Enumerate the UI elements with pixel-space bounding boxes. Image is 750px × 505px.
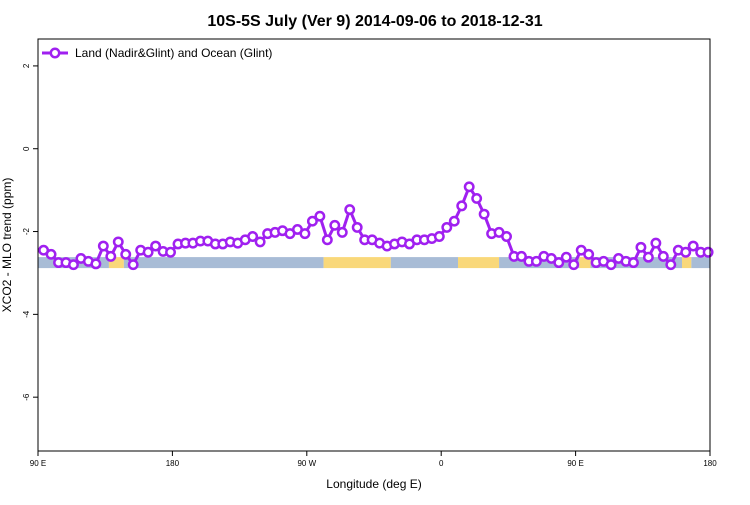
data-point xyxy=(433,231,445,242)
data-point xyxy=(478,208,490,220)
data-point xyxy=(97,240,109,252)
data-point xyxy=(583,248,595,260)
data-point xyxy=(142,246,154,258)
band-segment-ocean xyxy=(123,257,324,269)
data-point xyxy=(150,240,162,252)
data-point xyxy=(314,210,326,222)
data-point xyxy=(568,259,580,271)
data-point xyxy=(501,231,512,242)
data-point xyxy=(120,248,132,260)
data-point xyxy=(321,234,333,246)
data-point xyxy=(306,215,318,227)
data-point xyxy=(605,259,617,271)
data-point xyxy=(165,246,176,258)
data-point xyxy=(344,204,356,216)
data-point xyxy=(471,192,483,204)
data-point xyxy=(336,226,348,238)
y-tick-label: 2 xyxy=(22,63,31,68)
data-point xyxy=(254,236,266,248)
x-tick-label: 0 xyxy=(439,459,444,468)
legend-label: Land (Nadir&Glint) and Ocean (Glint) xyxy=(75,46,272,60)
data-point xyxy=(530,255,542,267)
data-point xyxy=(441,221,453,233)
data-point xyxy=(628,257,639,269)
legend-marker-icon xyxy=(49,47,61,59)
chart-title: 10S-5S July (Ver 9) 2014-09-06 to 2018-1… xyxy=(207,13,542,30)
y-tick-label: -4 xyxy=(22,310,31,318)
data-point xyxy=(448,215,460,227)
data-point xyxy=(635,241,647,253)
data-point xyxy=(90,258,102,270)
band-segment-ocean xyxy=(691,257,710,269)
band-segment-land xyxy=(458,257,500,269)
band-segment-land xyxy=(108,257,124,269)
data-point xyxy=(642,251,654,263)
x-axis-ticks: 90 E 180 90 W 0 90 E 180 xyxy=(30,451,717,468)
y-tick-label: -2 xyxy=(22,227,31,235)
band-segment-land xyxy=(579,257,591,269)
y-tick-label: -6 xyxy=(22,393,31,401)
plot-frame xyxy=(37,38,711,452)
band-segment-land xyxy=(682,257,692,269)
data-point xyxy=(329,219,341,231)
data-point xyxy=(45,248,57,260)
data-point xyxy=(560,251,572,263)
x-tick-label: 180 xyxy=(703,459,717,468)
data-point xyxy=(516,250,527,262)
data-point xyxy=(687,240,699,252)
x-axis-label: Longitude (deg E) xyxy=(326,477,421,491)
x-tick-label: 90 W xyxy=(297,459,316,468)
data-point xyxy=(702,246,714,258)
data-point xyxy=(463,181,475,193)
legend: Land (Nadir&Glint) and Ocean (Glint) xyxy=(42,46,272,60)
data-point xyxy=(105,250,117,262)
data-point xyxy=(553,257,565,269)
data-point xyxy=(68,259,79,271)
y-axis-ticks: 2 0 -2 -4 -6 xyxy=(22,63,38,401)
data-point xyxy=(665,259,677,271)
data-point xyxy=(650,237,662,249)
data-point xyxy=(127,259,139,271)
data-point xyxy=(247,231,259,242)
data-point xyxy=(680,246,692,258)
band-segment-ocean xyxy=(390,257,458,269)
data-point xyxy=(657,250,669,262)
x-tick-label: 90 E xyxy=(30,459,46,468)
data-point xyxy=(456,200,468,212)
band-segment-land xyxy=(323,257,391,269)
data-point xyxy=(112,236,124,248)
x-tick-label: 180 xyxy=(166,459,180,468)
data-point xyxy=(351,221,363,233)
series-layer xyxy=(38,181,714,271)
y-axis-label: XCO2 - MLO trend (ppm) xyxy=(0,178,14,313)
x-tick-label: 90 E xyxy=(567,459,583,468)
data-point xyxy=(299,228,311,240)
y-tick-label: 0 xyxy=(22,146,31,151)
